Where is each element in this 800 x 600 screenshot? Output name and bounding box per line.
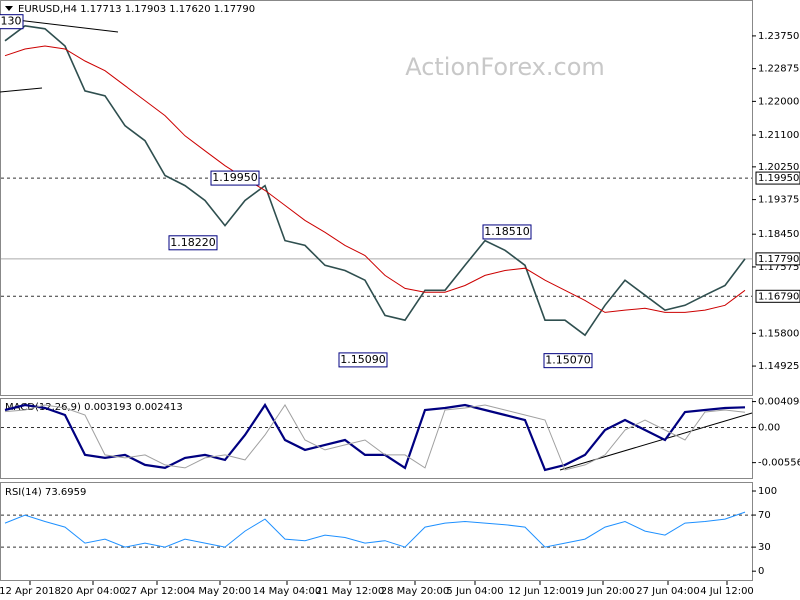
- x-tick-label: 4 Jul 12:00: [700, 586, 754, 597]
- annotation-box: [338, 352, 388, 368]
- macd-panel: [0, 398, 753, 479]
- x-tick-label: 4 May 20:00: [189, 586, 251, 597]
- y-tick-label: 30: [758, 542, 771, 553]
- y-tick-label: 1.14925: [758, 361, 799, 372]
- x-tick-label: 27 Jun 04:00: [636, 586, 700, 597]
- menu-arrow: [5, 6, 13, 11]
- series-line: [4, 24, 746, 337]
- annotation-label: 1.18220: [170, 236, 216, 249]
- annotation-label: 1.15070: [545, 354, 591, 367]
- rsi-panel: [0, 482, 753, 581]
- y-tick-label: 70: [758, 510, 771, 521]
- y-tick-label: 1.18450: [758, 229, 799, 240]
- y-tick-label: 1.19375: [758, 195, 799, 206]
- y-tick-label: 1.21100: [758, 130, 799, 141]
- series-line: [4, 404, 746, 471]
- y-tick-label: 1.22875: [758, 64, 799, 75]
- x-tick-label: 19 Jun 20:00: [571, 586, 635, 597]
- y-tick-label: -0.005568: [758, 458, 800, 469]
- y-tick-label: 0: [758, 566, 764, 577]
- series-line: [4, 511, 746, 548]
- trend-line: [0, 87, 43, 93]
- watermark: ActionForex.com: [405, 53, 605, 81]
- x-tick-label: 27 Apr 12:00: [124, 586, 189, 597]
- y-tick-label: 1.17575: [758, 262, 799, 273]
- series-line: [4, 402, 746, 472]
- x-tick-label: 5 Jun 04:00: [446, 586, 503, 597]
- annotation-label: 1.18510: [484, 225, 530, 238]
- level-label: 1.17790: [758, 254, 799, 265]
- annotation-box: [0, 14, 24, 30]
- x-tick-label: 14 May 04:00: [253, 586, 322, 597]
- chart-title: EURUSD,H4 1.17713 1.17903 1.17620 1.1779…: [18, 4, 255, 15]
- annotation-box: [168, 235, 218, 251]
- y-tick-label: 1.15800: [758, 328, 799, 339]
- y-tick-label: 1.22000: [758, 96, 799, 107]
- x-tick-label: 12 Apr 2018: [0, 586, 61, 597]
- level-label: 1.19950: [758, 173, 799, 184]
- macd-title: MACD(12,26,9) 0.003193 0.002413: [5, 402, 183, 413]
- y-tick-label: 100: [758, 486, 777, 497]
- annotation-box: [210, 170, 260, 186]
- level-label: 1.16790: [758, 291, 799, 302]
- x-tick-label: 12 Jun 12:00: [508, 586, 572, 597]
- annotation-label: 130: [1, 15, 22, 28]
- annotation-label: 1.19950: [212, 171, 258, 184]
- annotation-box: [482, 224, 532, 240]
- annotation-label: 1.15090: [340, 353, 386, 366]
- annotation-box: [543, 353, 593, 369]
- x-tick-label: 21 May 12:00: [316, 586, 385, 597]
- level-label-box: [755, 252, 800, 266]
- level-label-box: [755, 289, 800, 303]
- price-panel: [0, 0, 753, 396]
- x-tick-label: 28 May 20:00: [381, 586, 450, 597]
- y-tick-label: 1.23750: [758, 31, 799, 42]
- y-tick-label: 1.20250: [758, 162, 799, 173]
- level-label-box: [755, 171, 800, 185]
- series-line: [4, 45, 746, 313]
- x-tick-label: 20 Apr 04:00: [60, 586, 125, 597]
- rsi-title: RSI(14) 73.6959: [5, 487, 86, 498]
- y-tick-label: 0.004094: [758, 397, 800, 408]
- trend-line: [559, 412, 753, 471]
- y-tick-label: 0.00: [758, 422, 780, 433]
